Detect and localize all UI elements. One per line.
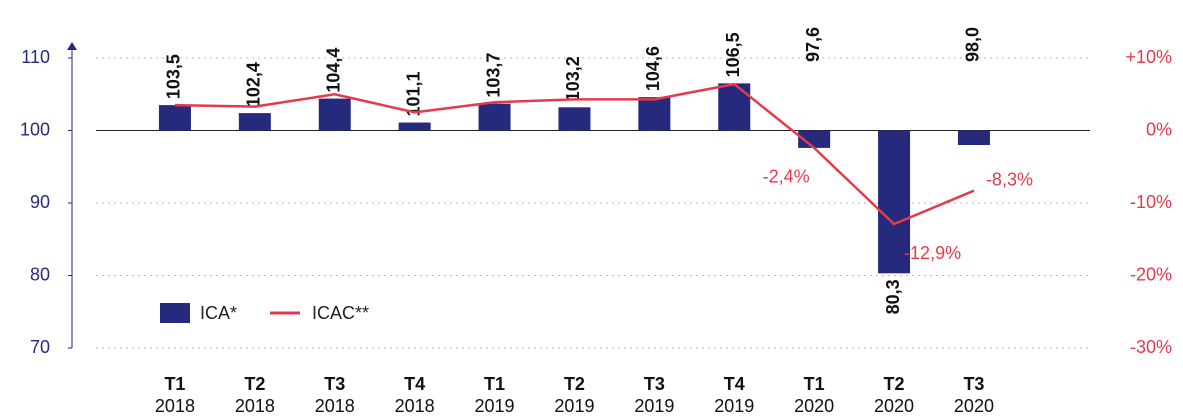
x-tick-label: T2 [564, 374, 585, 394]
bar-value-label: 102,4 [244, 62, 264, 107]
bar [957, 130, 990, 145]
bar [238, 113, 271, 131]
y2-tick-label: +10% [1125, 47, 1172, 67]
legend-label: ICA* [200, 303, 237, 323]
x-tick-label: 2020 [794, 396, 834, 416]
bar-value-label: 97,6 [803, 27, 823, 62]
x-tick-label: 2019 [634, 396, 674, 416]
bar-value-label: 101,1 [403, 71, 423, 116]
x-tick-label: 2018 [315, 396, 355, 416]
x-tick-label: 2019 [475, 396, 515, 416]
x-tick-label: 2020 [954, 396, 994, 416]
bar [718, 83, 751, 131]
x-tick-label: 2019 [554, 396, 594, 416]
bar-value-label: 103,2 [563, 56, 583, 101]
x-tick-label: T1 [164, 374, 185, 394]
bar-value-label: 106,5 [723, 32, 743, 77]
y2-tick-label: -30% [1130, 337, 1172, 357]
x-tick-label: 2018 [155, 396, 195, 416]
y2-tick-label: -20% [1130, 264, 1172, 284]
y-tick-label: 110 [21, 47, 50, 67]
bar-value-label: 104,6 [643, 46, 663, 91]
y-tick-label: 70 [30, 337, 50, 357]
x-tick-label: 2020 [874, 396, 914, 416]
y-axis-arrow [67, 42, 77, 50]
y-tick-label: 90 [30, 192, 50, 212]
bar-value-label: 104,4 [324, 48, 344, 93]
bar-value-label: 103,7 [483, 53, 503, 98]
x-tick-label: T2 [244, 374, 265, 394]
x-tick-label: 2018 [395, 396, 435, 416]
legend-swatch [160, 303, 190, 323]
bar [638, 97, 671, 131]
bar [478, 103, 511, 131]
line-value-label: -12,9% [904, 243, 961, 263]
x-tick-label: T3 [963, 374, 984, 394]
y-tick-label: 80 [30, 264, 50, 284]
bar-value-label: 80,3 [883, 279, 903, 314]
bar [158, 105, 191, 131]
legend-label: ICAC** [312, 303, 369, 323]
x-tick-label: 2019 [714, 396, 754, 416]
x-tick-label: T4 [404, 374, 425, 394]
line-value-label: -2,4% [763, 167, 810, 187]
x-tick-label: 2018 [235, 396, 275, 416]
x-tick-label: T4 [724, 374, 745, 394]
x-tick-label: T2 [884, 374, 905, 394]
y-tick-label: 100 [20, 119, 50, 139]
x-tick-label: T3 [324, 374, 345, 394]
line-value-label: -8,3% [986, 169, 1033, 189]
bar [398, 122, 431, 131]
bar [798, 130, 831, 148]
bar [878, 130, 911, 274]
y2-tick-label: -10% [1130, 192, 1172, 212]
bar [318, 98, 351, 131]
bar-value-label: 98,0 [963, 27, 983, 62]
bar-value-label: 103,5 [164, 54, 184, 99]
x-tick-label: T1 [804, 374, 825, 394]
x-tick-label: T1 [484, 374, 505, 394]
line [174, 82, 975, 226]
x-tick-label: T3 [644, 374, 665, 394]
bar [558, 107, 591, 131]
y2-tick-label: 0% [1146, 119, 1172, 139]
